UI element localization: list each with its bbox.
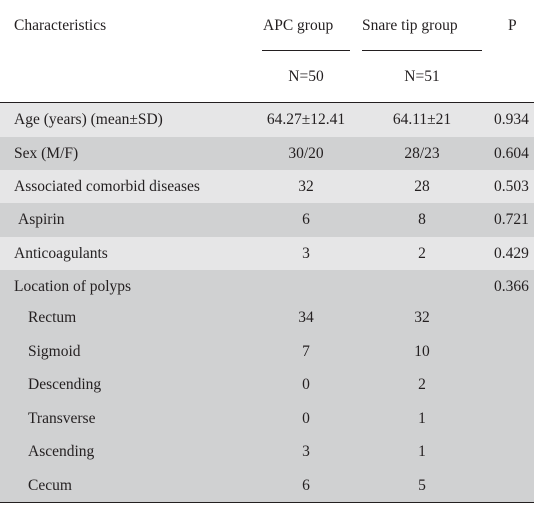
row-p-value: 0.503 — [494, 178, 529, 195]
row-apc-value: 30/20 — [288, 145, 324, 162]
table-bottom-rule — [0, 502, 534, 503]
row-label: Cecum — [28, 477, 72, 494]
row-label: Associated comorbid diseases — [14, 178, 200, 195]
row-apc-value: 6 — [302, 211, 310, 228]
table-row: Rectum 34 32 — [0, 301, 534, 335]
table-header: Characteristics APC group Snare tip grou… — [0, 0, 534, 102]
row-apc-value: 7 — [302, 343, 310, 360]
table-row: Location of polyps 0.366 — [0, 270, 534, 304]
row-snare-value: 1 — [418, 410, 426, 427]
row-apc-value: 3 — [302, 245, 310, 262]
row-snare-value: 10 — [414, 343, 430, 360]
row-snare-value: 64.11±21 — [392, 111, 452, 128]
row-apc-value: 34 — [298, 309, 314, 326]
table-top-rule — [0, 102, 534, 103]
row-p-value: 0.429 — [494, 245, 529, 262]
apc-header-rule — [262, 50, 350, 51]
table-row: Ascending 3 1 — [0, 435, 534, 469]
row-apc-value: 64.27±12.41 — [266, 111, 346, 128]
row-apc-value: 0 — [302, 376, 310, 393]
row-snare-value: 8 — [418, 211, 426, 228]
table-row: Aspirin 6 8 0.721 — [0, 203, 534, 237]
row-label: Sigmoid — [28, 343, 81, 360]
table-row: Age (years) (mean±SD) 64.27±12.41 64.11±… — [0, 103, 534, 137]
header-apc-group: APC group — [263, 17, 334, 34]
row-label: Anticoagulants — [14, 245, 108, 262]
row-snare-value: 2 — [418, 245, 426, 262]
table-row: Descending 0 2 — [0, 368, 534, 402]
row-label: Sex (M/F) — [14, 145, 79, 162]
table-row: Anticoagulants 3 2 0.429 — [0, 237, 534, 271]
row-snare-value: 32 — [414, 309, 430, 326]
table-row: Sex (M/F) 30/20 28/23 0.604 — [0, 137, 534, 171]
header-snare-n: N=51 — [404, 68, 440, 85]
row-p-value: 0.934 — [494, 111, 529, 128]
row-label: Aspirin — [18, 211, 65, 228]
header-snare-group: Snare tip group — [362, 17, 458, 34]
row-p-value: 0.604 — [494, 145, 529, 162]
table-row: Sigmoid 7 10 — [0, 335, 534, 369]
header-p: P — [508, 17, 517, 34]
row-label: Age (years) (mean±SD) — [14, 111, 163, 128]
row-snare-value: 5 — [418, 477, 426, 494]
header-apc-n: N=50 — [288, 68, 324, 85]
row-snare-value: 28/23 — [404, 145, 440, 162]
row-apc-value: 6 — [302, 477, 310, 494]
header-characteristics: Characteristics — [14, 17, 107, 34]
row-p-value: 0.366 — [494, 278, 529, 295]
row-label: Rectum — [28, 309, 77, 326]
row-snare-value: 2 — [418, 376, 426, 393]
row-label: Transverse — [28, 410, 96, 427]
row-p-value: 0.721 — [494, 211, 529, 228]
table-row: Cecum 6 5 — [0, 469, 534, 503]
row-label: Descending — [28, 376, 102, 393]
row-apc-value: 3 — [302, 443, 310, 460]
row-apc-value: 0 — [302, 410, 310, 427]
row-snare-value: 1 — [418, 443, 426, 460]
row-snare-value: 28 — [414, 178, 430, 195]
row-label: Ascending — [28, 443, 95, 460]
snare-header-rule — [362, 50, 482, 51]
table-row: Transverse 0 1 — [0, 402, 534, 436]
table-row: Associated comorbid diseases 32 28 0.503 — [0, 170, 534, 204]
row-label: Location of polyps — [14, 278, 132, 295]
row-apc-value: 32 — [298, 178, 314, 195]
